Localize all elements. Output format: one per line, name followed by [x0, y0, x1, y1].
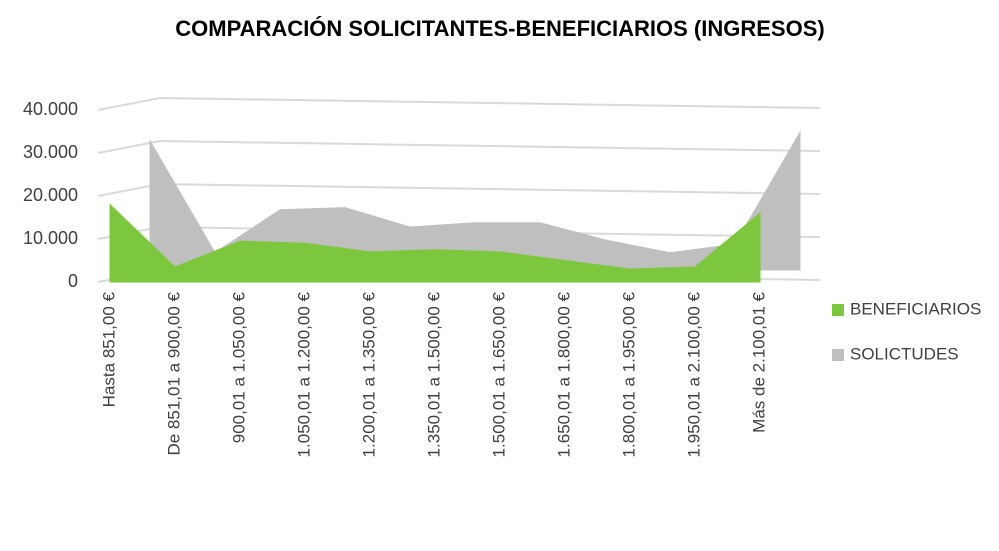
- x-tick-label: 1.650,01 a 1.800,00 €: [554, 291, 573, 457]
- y-tick-label: 10.000: [23, 228, 78, 248]
- x-tick-label: 1.500,01 a 1.650,00 €: [489, 291, 508, 457]
- y-tick-label: 0: [68, 271, 78, 291]
- x-tick-label: 1.800,01 a 1.950,00 €: [619, 291, 638, 457]
- x-tick-label: 1.350,01 a 1.500,00 €: [424, 291, 443, 457]
- x-tick-label: De 851,01 a 900,00 €: [164, 291, 183, 455]
- grid-line: [97, 182, 821, 197]
- x-tick-label: Hasta 851,00 €: [99, 291, 118, 407]
- area: [149, 130, 801, 271]
- y-tick-label: 20.000: [23, 185, 78, 205]
- grid-line: [97, 139, 821, 154]
- x-tick-label: 1.200,01 a 1.350,00 €: [359, 291, 378, 457]
- legend-swatch: [832, 304, 844, 316]
- legend-label: BENEFICIARIOS: [850, 299, 981, 318]
- x-tick-label: Más de 2.100,01 €: [749, 291, 768, 432]
- legend-swatch: [832, 349, 844, 361]
- x-tick-label: 1.950,01 a 2.100,00 €: [684, 291, 703, 457]
- chart-title: COMPARACIÓN SOLICITANTES-BENEFICIARIOS (…: [175, 16, 824, 41]
- y-tick-label: 30.000: [23, 142, 78, 162]
- area: [109, 203, 761, 283]
- x-tick-label: 900,01 a 1.050,00 €: [229, 291, 248, 443]
- x-tick-label: 1.050,01 a 1.200,00 €: [294, 291, 313, 457]
- y-tick-label: 40.000: [23, 99, 78, 119]
- grid-line: [97, 96, 821, 111]
- legend-label: SOLICTUDES: [850, 344, 959, 363]
